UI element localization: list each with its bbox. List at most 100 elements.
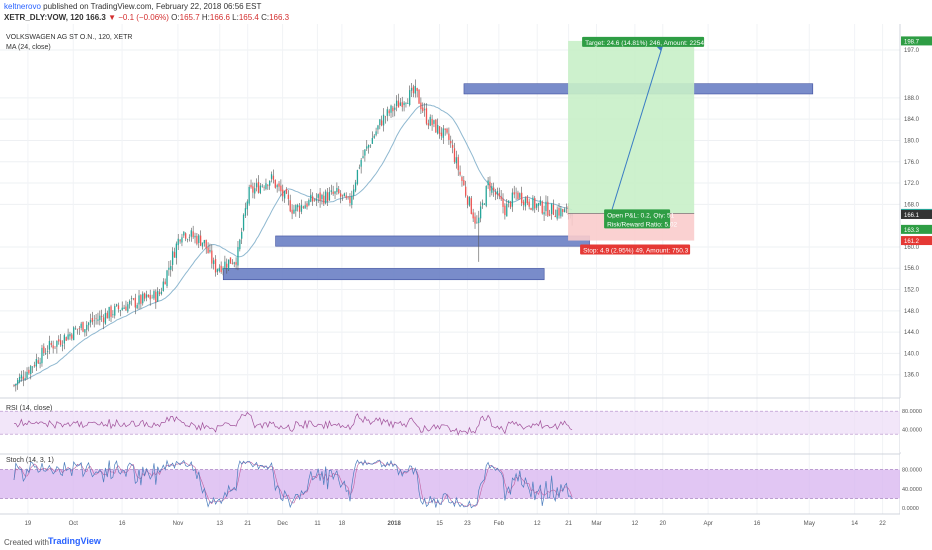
candle-body: [129, 300, 131, 305]
target-label-bg: [582, 36, 705, 47]
y-tick-label: 144.0: [904, 330, 920, 336]
candle-body: [420, 102, 422, 110]
candle-body: [117, 305, 120, 310]
candle-body: [91, 318, 94, 322]
candle-body: [315, 198, 318, 201]
candle-body: [257, 181, 260, 193]
candle-body: [244, 208, 247, 216]
rsi-axis-bg: [900, 398, 932, 452]
symbol[interactable]: XETR_DLY:VOW, 120: [4, 13, 84, 22]
x-tick-label: 20: [659, 521, 666, 527]
candle-body: [209, 250, 211, 252]
candle-body: [547, 201, 549, 216]
candle-body: [431, 118, 433, 126]
stoch-legend: Stoch (14, 3, 1): [6, 457, 54, 464]
candle-body: [423, 109, 426, 111]
price-chart[interactable]: Target: 24.6 (14.81%) 246, Amount: 2254.…: [0, 24, 932, 540]
candle-body: [360, 159, 362, 167]
open-pl-label: Open P&L: 0.2, Qty: 51: [607, 212, 675, 219]
author-link[interactable]: keltnerovo: [4, 2, 41, 11]
x-tick-label: 21: [244, 521, 251, 527]
candle-body: [162, 281, 164, 291]
rsi-tick-label: 80.0000: [902, 409, 922, 415]
high-value: 166.6: [209, 13, 230, 22]
candle-body: [207, 247, 209, 254]
candle-body: [255, 183, 258, 188]
candle-body: [123, 307, 125, 309]
candle-body: [418, 89, 420, 104]
candle-body: [132, 298, 135, 300]
candle-body: [511, 192, 514, 207]
candle-body: [353, 189, 355, 196]
candle-body: [239, 239, 241, 250]
y-tick-label: 180.0: [904, 138, 920, 144]
candle-body: [468, 196, 471, 206]
candle-body: [171, 251, 174, 265]
candle-body: [227, 259, 230, 270]
candle-body: [498, 193, 500, 197]
candle-body: [500, 196, 502, 200]
candle-body: [250, 184, 252, 188]
x-tick-label: Nov: [173, 521, 184, 527]
candle-body: [87, 322, 90, 326]
candle-body: [242, 214, 245, 231]
candle-body: [30, 366, 32, 375]
stoch-tick-label: 80.0000: [902, 468, 922, 474]
candle-body: [121, 307, 123, 311]
target-price-badge-bg: [901, 36, 932, 46]
candle-body: [24, 378, 26, 380]
low-value: 165.4: [238, 13, 259, 22]
candle-body: [399, 102, 402, 106]
candle-body: [114, 306, 116, 316]
candle-body: [199, 235, 202, 246]
candle-body: [392, 107, 394, 112]
candle-body: [97, 319, 99, 321]
candle-body: [397, 100, 400, 108]
x-tick-label: 22: [879, 521, 886, 527]
publish-line: keltnerovo published on TradingView.com,…: [4, 2, 261, 11]
candle-body: [336, 188, 338, 192]
candle-body: [541, 201, 543, 214]
x-tick-label: 21: [565, 521, 572, 527]
candle-body: [481, 202, 484, 206]
candle-body: [476, 221, 478, 223]
candle-body: [15, 384, 17, 386]
candle-body: [119, 310, 122, 312]
candle-body: [522, 201, 525, 205]
candle-body: [373, 135, 375, 138]
candle-body: [517, 192, 519, 200]
candle-body: [455, 157, 458, 164]
x-tick-label: Dec: [277, 521, 288, 527]
candle-body: [513, 192, 515, 195]
x-tick-label: May: [804, 521, 815, 527]
candle-body: [521, 192, 523, 204]
candle-body: [82, 322, 84, 332]
candle-body: [414, 86, 416, 94]
candle-body: [519, 193, 521, 198]
candle-body: [427, 123, 430, 126]
candle-body: [254, 188, 256, 194]
x-tick-label: 12: [534, 521, 541, 527]
candle-body: [325, 191, 327, 204]
x-tick-label: 14: [851, 521, 858, 527]
candle-body: [410, 87, 413, 91]
close-value: 166.3: [269, 13, 290, 22]
tradingview-logo[interactable]: TradingView: [48, 536, 101, 546]
entry-price-badge-bg: [901, 224, 932, 234]
candle-body: [371, 138, 374, 144]
candle-body: [444, 128, 446, 130]
candle-body: [401, 102, 403, 108]
candle-body: [54, 346, 56, 348]
candle-body: [58, 339, 60, 342]
y-tick-label: 136.0: [904, 373, 920, 379]
candle-body: [134, 297, 136, 308]
candle-body: [248, 186, 250, 204]
candle-body: [52, 345, 54, 349]
candle-body: [164, 281, 166, 285]
candle-body: [237, 247, 239, 266]
candle-body: [485, 185, 487, 206]
publish-info: published on TradingView.com, February 2…: [43, 2, 262, 11]
candle-body: [201, 242, 204, 247]
stoch-k-line: [13, 459, 573, 509]
candle-body: [483, 204, 486, 205]
